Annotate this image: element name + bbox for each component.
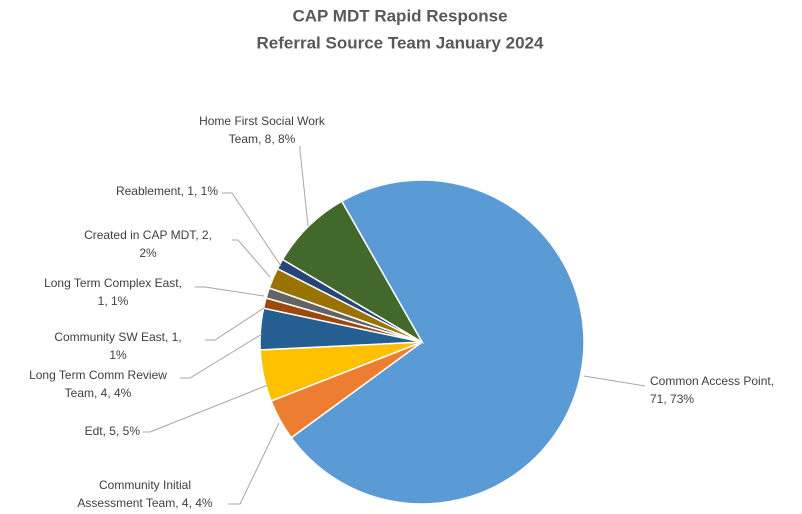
data-label: 1, 1% bbox=[98, 294, 129, 308]
leader-line bbox=[583, 375, 646, 387]
leader-line bbox=[299, 146, 309, 227]
data-label: 2% bbox=[139, 246, 157, 260]
data-label: Assessment Team, 4, 4% bbox=[77, 496, 213, 510]
data-label: Common Access Point, bbox=[650, 374, 774, 388]
leader-line bbox=[195, 286, 265, 297]
data-label: Team, 8, 8% bbox=[229, 132, 296, 146]
data-label: Created in CAP MDT, 2, bbox=[84, 228, 212, 242]
data-label: 71, 73% bbox=[650, 392, 694, 406]
leader-line bbox=[143, 384, 269, 433]
chart-title: CAP MDT Rapid Response bbox=[292, 6, 507, 25]
data-label: Community SW East, 1, bbox=[54, 330, 181, 344]
data-label: Team, 4, 4% bbox=[65, 386, 132, 400]
data-label: Long Term Comm Review bbox=[29, 368, 167, 382]
leader-line bbox=[222, 192, 282, 267]
leader-line bbox=[228, 422, 280, 505]
data-label: Home First Social Work bbox=[199, 114, 326, 128]
chart-title: Referral Source Team January 2024 bbox=[257, 33, 544, 52]
leader-line bbox=[205, 307, 265, 341]
leader-line bbox=[232, 239, 271, 278]
data-label: Reablement, 1, 1% bbox=[116, 184, 218, 198]
data-label: 1% bbox=[109, 348, 127, 362]
data-label: Long Term Complex East, bbox=[44, 276, 182, 290]
pie-slice bbox=[290, 179, 585, 505]
leader-line bbox=[180, 333, 263, 379]
data-label: Edt, 5, 5% bbox=[85, 424, 141, 438]
data-label: Community Initial bbox=[99, 478, 191, 492]
pie-slice bbox=[281, 200, 425, 345]
